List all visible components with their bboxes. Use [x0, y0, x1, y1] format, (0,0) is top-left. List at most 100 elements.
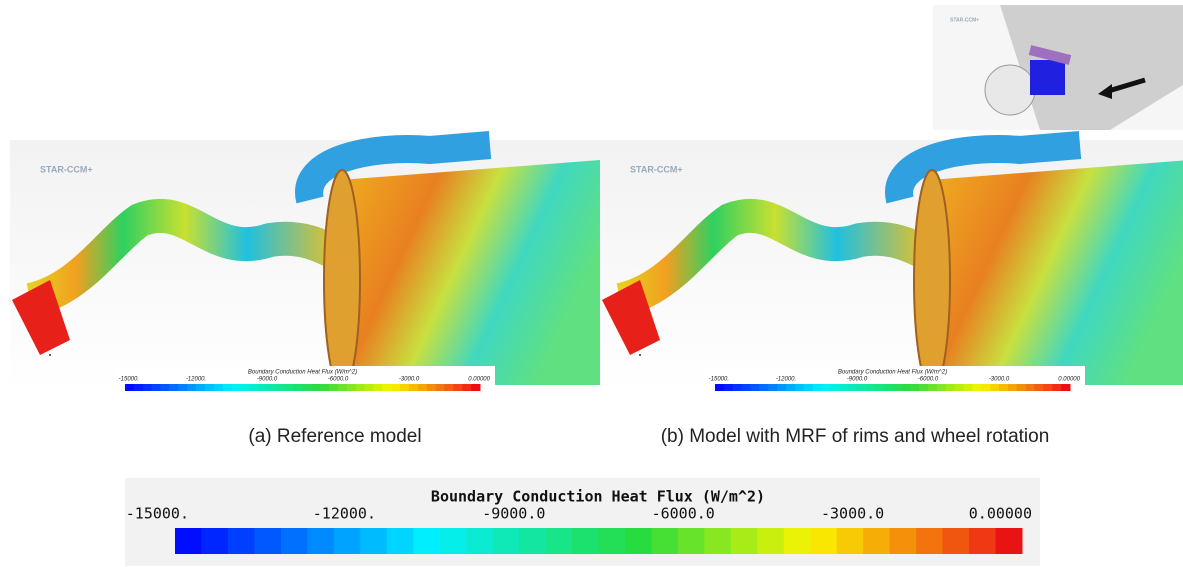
colorbar-title: Boundary Conduction Heat Flux (W/m^2): [431, 488, 765, 506]
colorbar-segment: [205, 384, 214, 391]
colorbar-segment: [391, 384, 400, 391]
colorbar-segment: [267, 384, 276, 391]
colorbar-segment: [875, 384, 884, 391]
colorbar-segment: [890, 528, 917, 554]
colorbar-segment: [910, 384, 919, 391]
colorbar-segment: [223, 384, 232, 391]
colorbar-segment: [625, 528, 652, 554]
colorbar-segment: [400, 384, 409, 391]
tick-label: -9000.0: [847, 377, 868, 383]
colorbar-segment: [830, 384, 839, 391]
colorbar-segment: [356, 384, 365, 391]
colorbar-segment: [258, 384, 267, 391]
colorbar-segment: [387, 528, 414, 554]
colorbar-segment: [294, 384, 303, 391]
colorbar-segment: [281, 528, 308, 554]
colorbar-segment: [143, 384, 152, 391]
logo: STAR-CCM+: [40, 164, 93, 174]
tick-label: -9000.0: [257, 377, 278, 383]
colorbar-segment: [374, 384, 383, 391]
caption: (b) Model with MRF of rims and wheel rot…: [661, 426, 1050, 447]
colorbar-segment: [228, 528, 255, 554]
colorbar-segment: [943, 528, 970, 554]
colorbar-segment: [919, 384, 928, 391]
colorbar-segment: [418, 384, 427, 391]
colorbar-segment: [382, 384, 391, 391]
colorbar-segment: [990, 384, 999, 391]
tick-label: -9000.0: [482, 505, 545, 523]
colorbar-segment: [1043, 384, 1052, 391]
tick-label: 0.00000: [1058, 377, 1080, 383]
caption: (a) Reference model: [248, 426, 421, 447]
logo: STAR-CCM+: [950, 17, 979, 23]
colorbar-segment: [519, 528, 546, 554]
tick-label: -6000.0: [652, 505, 715, 523]
tick-label: -15000.: [119, 377, 139, 383]
colorbar-segment: [742, 384, 751, 391]
colorbar-segment: [937, 384, 946, 391]
colorbar-segment: [863, 528, 890, 554]
tick-label: -15000.: [126, 505, 189, 523]
tick-label: -15000.: [709, 377, 729, 383]
colorbar-segment: [1017, 384, 1026, 391]
colorbar-segment: [955, 384, 964, 391]
colorbar-segment: [839, 384, 848, 391]
colorbar-segment: [759, 384, 768, 391]
colorbar-segment: [704, 528, 731, 554]
colorbar-segment: [254, 528, 281, 554]
panel-a: STAR-CCM+: [10, 140, 600, 390]
colorbar-segment: [175, 528, 202, 554]
colorbar-segment: [338, 384, 347, 391]
colorbar-segment: [196, 384, 205, 391]
colorbar-segment: [837, 528, 864, 554]
colorbar-segment: [946, 384, 955, 391]
colorbar-segment: [546, 528, 573, 554]
colorbar-segment: [786, 384, 795, 391]
colorbar-segment: [152, 384, 161, 391]
colorbar-segment: [757, 528, 784, 554]
colorbar-segment: [678, 528, 705, 554]
colorbar-segment: [427, 384, 436, 391]
tick-label: -3000.0: [821, 505, 884, 523]
tick-label: 0.00000: [468, 377, 490, 383]
colorbar-segment: [201, 528, 228, 554]
colorbar-segment: [360, 528, 387, 554]
colorbar-segment: [462, 384, 471, 391]
colorbar-segment: [1026, 384, 1035, 391]
colorbar-segment: [453, 384, 462, 391]
colorbar-segment: [857, 384, 866, 391]
colorbar-segment: [347, 384, 356, 391]
colorbar-segment: [466, 528, 493, 554]
colorbar-segment: [303, 384, 312, 391]
colorbar-segment: [436, 384, 445, 391]
colorbar-segment: [724, 384, 733, 391]
tick-label: -6000.0: [918, 377, 939, 383]
colorbar-segment: [848, 384, 857, 391]
colorbar-segment: [409, 384, 418, 391]
tick-label: 0.00000: [969, 505, 1032, 523]
tick-label: -12000.: [313, 505, 376, 523]
colorbar-segment: [214, 384, 223, 391]
colorbar-segment: [999, 384, 1008, 391]
colorbar-segment: [276, 384, 285, 391]
colorbar-segment: [320, 384, 329, 391]
colorbar-segment: [901, 384, 910, 391]
colorbar-title: Boundary Conduction Heat Flux (W/m^2): [838, 370, 947, 376]
colorbar-segment: [125, 384, 134, 391]
colorbar-segment: [334, 528, 361, 554]
colorbar-segment: [178, 384, 187, 391]
tick-label: -12000.: [776, 377, 796, 383]
inset: STAR-CCM+: [933, 5, 1183, 130]
colorbar-segment: [795, 384, 804, 391]
tick-label: -12000.: [186, 377, 206, 383]
colorbar-segment: [311, 384, 320, 391]
colorbar-segment: [810, 528, 837, 554]
colorbar-segment: [784, 528, 811, 554]
colorbar-segment: [572, 528, 599, 554]
colorbar-segment: [964, 384, 973, 391]
colorbar-segment: [981, 384, 990, 391]
colorbar-segment: [599, 528, 626, 554]
colorbar-segment: [884, 384, 893, 391]
colorbar-segment: [329, 384, 338, 391]
colorbar-segment: [777, 384, 786, 391]
